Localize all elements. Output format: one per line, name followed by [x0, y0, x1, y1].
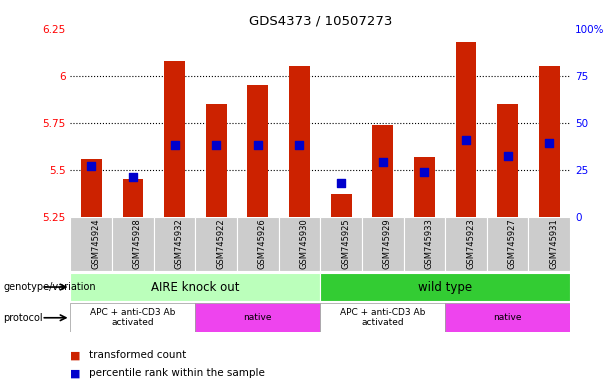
Text: native: native: [243, 313, 272, 322]
Bar: [237, 217, 279, 271]
Point: [336, 180, 346, 186]
Point: [461, 137, 471, 143]
Title: GDS4373 / 10507273: GDS4373 / 10507273: [249, 15, 392, 28]
Text: GSM745932: GSM745932: [175, 218, 183, 269]
Bar: [123, 179, 143, 217]
Point: [128, 174, 138, 180]
Text: GSM745929: GSM745929: [383, 218, 392, 269]
Text: APC + anti-CD3 Ab
activated: APC + anti-CD3 Ab activated: [90, 308, 176, 328]
Bar: [487, 217, 528, 271]
Text: percentile rank within the sample: percentile rank within the sample: [89, 368, 265, 378]
Bar: [206, 104, 227, 217]
Bar: [112, 217, 154, 271]
Bar: [403, 217, 445, 271]
Point: [544, 139, 554, 146]
Text: APC + anti-CD3 Ab
activated: APC + anti-CD3 Ab activated: [340, 308, 425, 328]
Text: GSM745931: GSM745931: [549, 218, 558, 269]
Bar: [445, 303, 570, 332]
Bar: [497, 104, 518, 217]
Point: [211, 141, 221, 147]
Bar: [70, 273, 320, 301]
Bar: [320, 303, 445, 332]
Bar: [539, 66, 560, 217]
Point: [86, 163, 96, 169]
Text: GSM745926: GSM745926: [258, 218, 267, 269]
Point: [295, 141, 305, 147]
Point: [419, 169, 429, 175]
Bar: [320, 217, 362, 271]
Text: GSM745927: GSM745927: [508, 218, 517, 269]
Text: GSM745933: GSM745933: [424, 218, 433, 270]
Bar: [196, 303, 320, 332]
Bar: [362, 217, 403, 271]
Text: GSM745923: GSM745923: [466, 218, 475, 269]
Text: wild type: wild type: [418, 281, 472, 293]
Text: GSM745925: GSM745925: [341, 218, 350, 269]
Text: AIRE knock out: AIRE knock out: [151, 281, 240, 293]
Bar: [330, 194, 351, 217]
Point: [253, 141, 263, 147]
Bar: [289, 66, 310, 217]
Bar: [81, 159, 102, 217]
Bar: [70, 303, 196, 332]
Text: native: native: [493, 313, 522, 322]
Text: ■: ■: [70, 368, 85, 378]
Bar: [248, 85, 268, 217]
Bar: [445, 217, 487, 271]
Text: transformed count: transformed count: [89, 350, 186, 360]
Point: [503, 153, 512, 159]
Bar: [528, 217, 570, 271]
Bar: [279, 217, 321, 271]
Text: GSM745922: GSM745922: [216, 218, 225, 269]
Point: [378, 159, 387, 166]
Bar: [320, 273, 570, 301]
Text: ■: ■: [70, 350, 85, 360]
Text: protocol: protocol: [3, 313, 43, 323]
Bar: [70, 217, 112, 271]
Text: GSM745924: GSM745924: [91, 218, 101, 269]
Text: genotype/variation: genotype/variation: [3, 282, 96, 292]
Point: [170, 141, 180, 147]
Bar: [196, 217, 237, 271]
Text: GSM745930: GSM745930: [300, 218, 308, 269]
Bar: [164, 61, 185, 217]
Text: GSM745928: GSM745928: [133, 218, 142, 269]
Bar: [154, 217, 196, 271]
Bar: [455, 42, 476, 217]
Bar: [372, 125, 393, 217]
Bar: [414, 157, 435, 217]
